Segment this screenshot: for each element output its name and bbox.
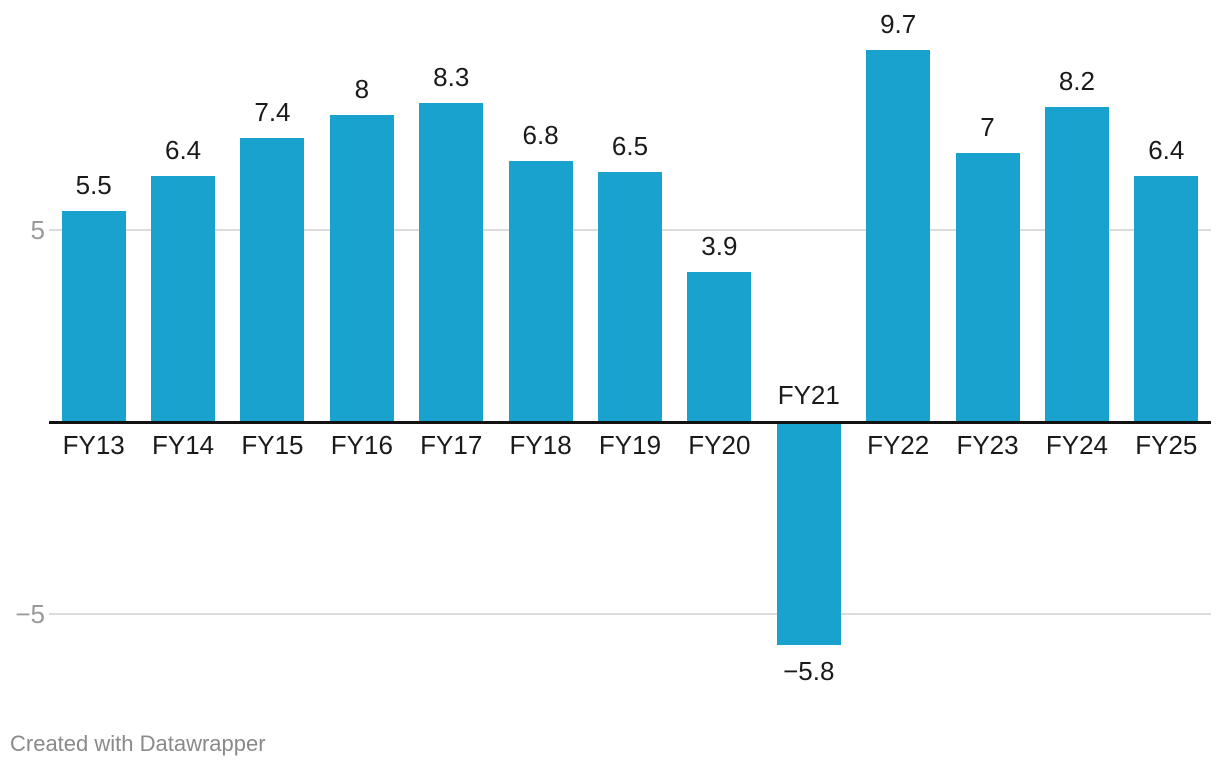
attribution-text: Created with Datawrapper [10, 731, 266, 756]
value-label: 7.4 [254, 96, 291, 127]
zero-baseline [49, 421, 1211, 424]
y-axis-tick-label: −5 [15, 599, 45, 629]
value-label: 6.8 [522, 119, 559, 150]
category-label: FY23 [956, 430, 1019, 460]
category-label: FY22 [867, 430, 930, 460]
category-label: FY13 [62, 430, 125, 460]
value-label: 3.9 [701, 231, 738, 262]
bar-fy19 [598, 172, 662, 422]
category-label: FY16 [330, 430, 393, 460]
value-label: 8.2 [1058, 66, 1095, 97]
category-label: FY24 [1045, 430, 1108, 460]
bar-fy23 [955, 153, 1020, 422]
bar-fy20 [687, 272, 752, 422]
y-axis-tick-label: 5 [30, 215, 45, 245]
bar-fy18 [508, 160, 573, 422]
value-label: 7 [980, 112, 995, 143]
value-label: 9.7 [880, 8, 917, 39]
category-label: FY25 [1135, 430, 1198, 460]
value-label: 6.4 [1148, 135, 1185, 166]
value-label: 6.5 [611, 131, 649, 162]
bar-fy14 [151, 176, 216, 422]
category-label: FY21 [777, 380, 840, 410]
category-label: FY18 [509, 430, 572, 460]
bar-fy24 [1044, 107, 1109, 422]
value-label: 5.5 [75, 169, 112, 200]
bar-fy22 [866, 49, 931, 422]
category-label: FY20 [688, 430, 751, 460]
category-label: FY19 [598, 430, 662, 460]
category-label: FY17 [420, 430, 483, 460]
bar-fy21 [776, 422, 841, 645]
value-label: −5.8 [783, 655, 835, 686]
value-label: 8.3 [433, 62, 470, 93]
category-label: FY14 [151, 430, 215, 460]
bar-fy25 [1134, 176, 1199, 422]
bar-fy16 [329, 114, 394, 422]
category-label: FY15 [241, 430, 304, 460]
bar-fy13 [61, 210, 126, 422]
value-label: 8 [354, 73, 370, 104]
bar-fy17 [419, 103, 484, 422]
bar-fy15 [240, 137, 305, 422]
value-label: 6.4 [164, 135, 202, 166]
y-gridline [49, 613, 1211, 615]
